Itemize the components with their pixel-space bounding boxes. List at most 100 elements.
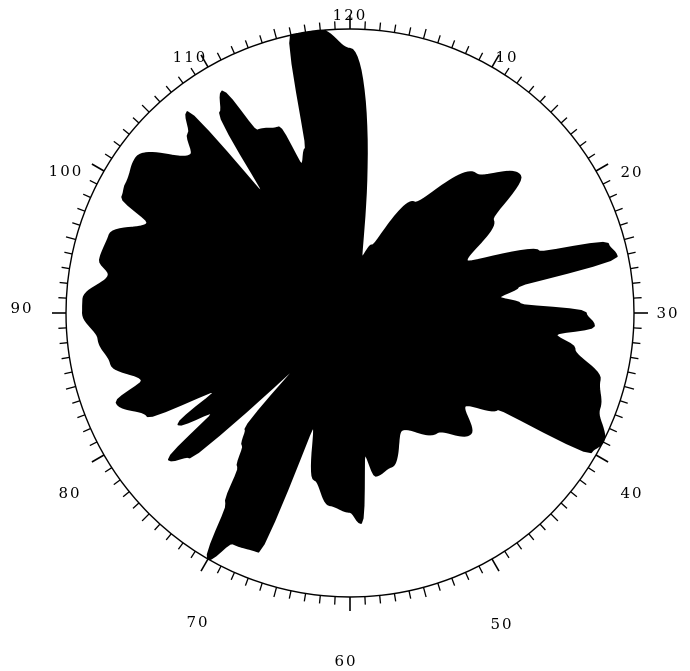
dial-tick — [154, 95, 161, 103]
dial-tick — [393, 593, 397, 602]
dial-tick — [609, 427, 618, 433]
dial-tick — [609, 193, 618, 199]
dial-tick — [200, 558, 209, 572]
label-120: 120 — [333, 6, 368, 24]
dial-tick — [61, 356, 70, 360]
dial-tick — [632, 281, 641, 284]
dial-tick — [82, 193, 91, 199]
dial-tick — [230, 45, 236, 54]
dial-tick — [550, 104, 559, 113]
dial-tick — [451, 40, 456, 49]
dial-tick — [516, 76, 523, 84]
dial-tick — [437, 35, 441, 44]
dial-tick — [122, 491, 130, 498]
dial-tick — [318, 595, 321, 604]
dial-tick — [478, 565, 484, 574]
dial-tick — [65, 236, 76, 241]
dial-tick — [318, 22, 321, 31]
dial-tick — [624, 236, 635, 241]
dial-tick — [177, 542, 184, 550]
dial-tick — [72, 222, 81, 226]
dial-tick — [273, 28, 278, 39]
dial-tick — [539, 95, 546, 103]
dial-tick — [190, 550, 196, 559]
label-20: 20 — [620, 163, 643, 181]
dial-tick — [141, 513, 150, 522]
dial-tick — [288, 27, 292, 36]
dial-tick — [89, 441, 98, 447]
dial-tick — [65, 385, 76, 390]
dial-tick — [614, 207, 623, 212]
dial-tick — [437, 582, 441, 591]
dial-tick — [570, 491, 578, 498]
dial-tick — [539, 523, 546, 531]
dial-tick — [619, 400, 628, 404]
dial-tick — [627, 371, 636, 375]
dial-tick — [516, 542, 523, 550]
dial-tick — [122, 128, 130, 135]
dial-tick — [379, 595, 382, 604]
dial-tick — [303, 24, 307, 33]
dial-tick — [132, 117, 140, 124]
dial-tick — [504, 67, 510, 76]
label-60: 60 — [334, 652, 357, 670]
dial-tick — [61, 266, 70, 270]
dial-tick — [91, 163, 105, 172]
dial-tick — [602, 441, 611, 447]
dial-tick — [587, 467, 596, 473]
dial-tick — [570, 128, 578, 135]
dial-tick — [303, 593, 307, 602]
dial-tick — [177, 76, 184, 84]
dial-tick — [408, 27, 412, 36]
dial-tick — [59, 342, 68, 345]
dial-tick — [165, 533, 172, 541]
dial-tick — [464, 572, 470, 581]
dial-tick — [379, 22, 382, 31]
dial-tick — [504, 550, 510, 559]
dial-tick — [64, 371, 73, 375]
dial-tick — [244, 40, 249, 49]
dial-tick — [104, 153, 113, 159]
dial-tick — [132, 502, 140, 509]
dial-tick — [579, 479, 587, 486]
dial-tick — [165, 85, 172, 93]
dial-tick — [113, 479, 121, 486]
dial-tick — [393, 24, 397, 33]
dial-tick — [627, 251, 636, 255]
dial-tick — [550, 513, 559, 522]
label-50: 50 — [490, 615, 513, 633]
dial-tick — [560, 502, 568, 509]
dial-tick — [630, 356, 639, 360]
dial-tick — [259, 582, 263, 591]
dial-tick — [587, 153, 596, 159]
dial-tick — [560, 117, 568, 124]
dial-tick — [602, 179, 611, 185]
label-70: 70 — [186, 613, 209, 631]
dial-tick — [190, 67, 196, 76]
dial-tick — [91, 454, 105, 463]
dial-tick — [104, 467, 113, 473]
dial-tick — [579, 140, 587, 147]
dial-tick — [422, 587, 427, 598]
dial-tick — [408, 590, 412, 599]
tick-marks — [52, 15, 648, 611]
dial-tick — [82, 427, 91, 433]
label-10: 10 — [495, 48, 518, 66]
dial-tick — [77, 414, 86, 419]
dial-tick — [528, 533, 535, 541]
dial-tick — [632, 342, 641, 345]
dial-tick — [624, 385, 635, 390]
dial-tick — [200, 54, 209, 68]
dial-tick — [113, 140, 121, 147]
dial-tick — [72, 400, 81, 404]
dial-tick — [595, 163, 609, 172]
dial-tick — [478, 52, 484, 61]
dial-tick — [619, 222, 628, 226]
dial-tick — [464, 45, 470, 54]
dial-tick — [614, 414, 623, 419]
dial-tick — [259, 35, 263, 44]
dial-tick — [216, 565, 222, 574]
dial-tick — [77, 207, 86, 212]
dial-tick — [422, 28, 427, 39]
